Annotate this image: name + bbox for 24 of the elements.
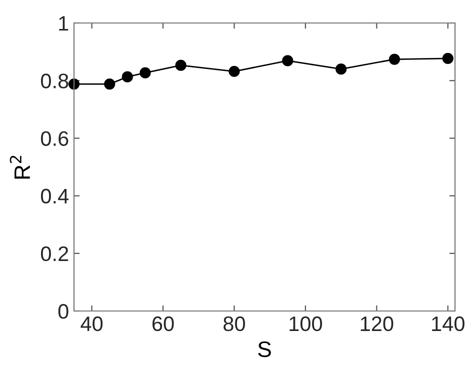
x-axis-title: S [258,341,271,358]
point [68,78,80,90]
y-tick-label: 0.8 [40,74,68,88]
y-tick-label: 0 [58,304,68,319]
x-tick-label: 80 [224,316,246,332]
y-tick-label: 1 [59,16,68,31]
y-tick-label: 0.2 [40,246,68,262]
x-tick-label: 140 [432,316,464,332]
point [104,78,116,90]
point [122,71,133,82]
x-tick-label: 100 [290,316,322,332]
y-axis-title: R$^{2}$ [10,156,30,179]
point [140,67,151,78]
point [442,52,454,64]
point [388,54,400,65]
y-tick-label: 0.4 [40,188,69,204]
point [175,60,186,71]
x-tick-label: 40 [80,316,103,332]
y-tick-label: 0.6 [40,131,68,146]
x-tick-label: 120 [360,316,394,332]
x-tick-label: 60 [152,316,174,332]
point [336,64,347,75]
point [282,55,294,66]
point [228,66,240,77]
